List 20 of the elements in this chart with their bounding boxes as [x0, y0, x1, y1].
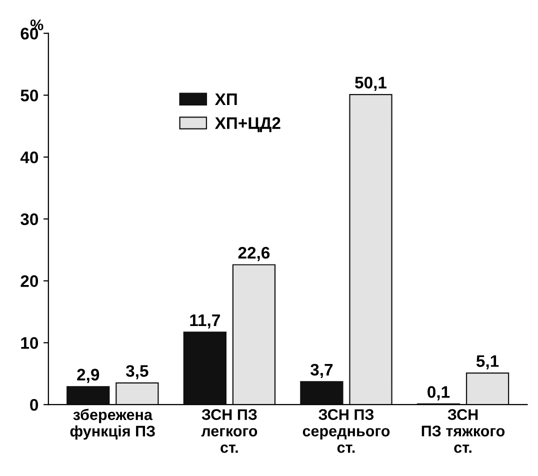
y-tick-label: 0: [30, 399, 38, 411]
data-label: 2,9: [77, 368, 100, 383]
y-tick-label: 50: [20, 90, 38, 102]
y-tick-label: 10: [21, 337, 38, 349]
data-label: 3,7: [310, 364, 333, 378]
data-label: 0,1: [428, 386, 450, 400]
data-label: 5,1: [476, 355, 499, 370]
legend-label: ХП: [214, 93, 237, 105]
data-label: 11,7: [190, 314, 220, 329]
legend-label: ХП+ЦД2: [214, 117, 280, 132]
y-tick-label: 40: [20, 151, 38, 164]
data-label: 50,1: [355, 76, 387, 91]
x-tick-label: ЗСН ПЗ тяжкого ст.: [422, 409, 505, 453]
x-tick-label: ЗСН ПЗ середнього ст.: [302, 409, 390, 453]
data-label: 22,6: [238, 246, 270, 262]
y-tick-label: 20: [20, 275, 38, 288]
data-label: 3,5: [126, 365, 148, 380]
x-tick-label: ЗСН ПЗ легкого ст.: [201, 409, 258, 453]
y-tick-label: 30: [20, 213, 38, 226]
x-tick-label: збережена функція ПЗ: [70, 408, 155, 440]
